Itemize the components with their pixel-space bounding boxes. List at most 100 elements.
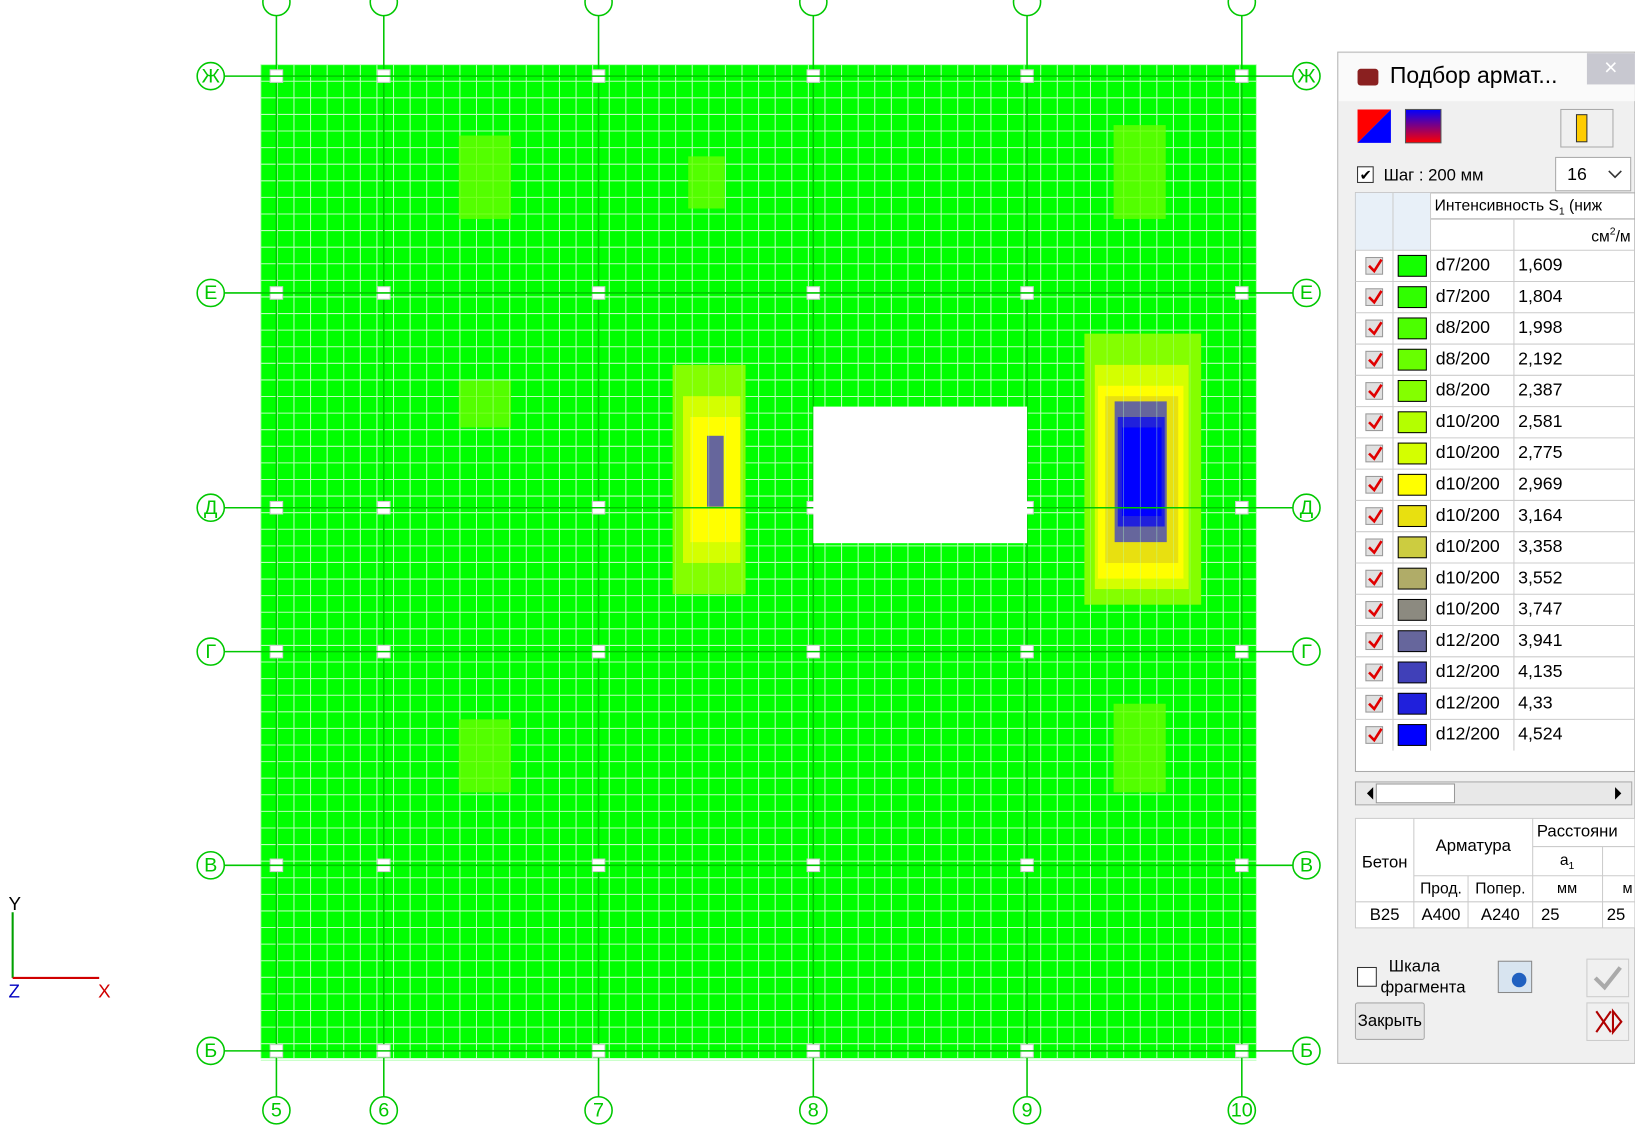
rebar-label: d12/200 (1436, 692, 1500, 712)
axis-label: В (204, 855, 217, 877)
scale-checkbox[interactable] (1358, 967, 1377, 986)
intensity-value: 4,33 (1518, 692, 1553, 712)
window-title: Подбор армат... (1390, 62, 1558, 88)
color-swatch (1398, 318, 1426, 339)
axis-bubble (263, 0, 290, 16)
color-swatch (1398, 255, 1426, 276)
intensity-value: 3,747 (1518, 599, 1562, 619)
intensity-value: 3,552 (1518, 567, 1562, 587)
axis-label: Е (204, 282, 217, 304)
result-cell (459, 719, 511, 792)
axis-label: Ж (202, 65, 221, 87)
result-cell (1114, 125, 1166, 219)
close-button-label: Закрыть (1358, 1011, 1422, 1030)
axis-label: 10 (1231, 1100, 1253, 1122)
axis-label: Д (204, 497, 218, 519)
rebar-label: d12/200 (1436, 630, 1500, 650)
intensity-value: 3,358 (1518, 536, 1562, 556)
step-label: Шаг : 200 мм (1384, 166, 1484, 185)
axis-label: 9 (1022, 1100, 1033, 1122)
rebar-label: d8/200 (1436, 348, 1490, 368)
result-cell (707, 436, 724, 507)
legend-header-text: Интенсивность S (1435, 198, 1559, 215)
axis-label: Ж (1297, 65, 1316, 87)
mat-cell: A240 (1481, 905, 1520, 924)
color-swatch (1398, 443, 1426, 464)
app-window: 5678910ЖЖЕЕДДГГВВББ YZX Подбор армат...×… (0, 0, 1635, 1127)
color-swatch (1398, 412, 1426, 433)
axis-label: Д (1300, 497, 1314, 519)
rebar-label: d12/200 (1436, 724, 1500, 744)
mat-cell: 25 (1541, 905, 1560, 924)
color-swatch (1398, 662, 1426, 683)
color-swatch (1398, 287, 1426, 308)
count-value: 16 (1567, 164, 1587, 184)
rebar-label: d7/200 (1436, 255, 1490, 275)
intensity-value: 1,998 (1518, 317, 1562, 337)
intensity-value: 4,135 (1518, 661, 1562, 681)
color-swatch (1398, 599, 1426, 620)
scale-icon (1576, 115, 1586, 142)
mat-head: Расстояни (1537, 821, 1618, 840)
result-cell (688, 156, 724, 208)
intensity-value: 4,524 (1518, 724, 1562, 744)
axis-label: 6 (378, 1100, 389, 1122)
close-glyph[interactable]: × (1604, 54, 1617, 80)
reinforcement-panel: Подбор армат... × ✔ Шаг : 200 мм 16 Интенсивн… (1338, 52, 1635, 1063)
intensity-value: 2,775 (1518, 442, 1562, 462)
axis-label: В (1300, 855, 1313, 877)
axis-label: Г (205, 641, 216, 663)
result-cell (1114, 704, 1166, 793)
intensity-value: 3,164 (1518, 505, 1562, 525)
mat-head: Попер. (1475, 880, 1525, 897)
coordinate-triad: YZX (8, 893, 111, 1002)
legend-header-tail: (ниж (1565, 198, 1603, 215)
color-swatch (1398, 506, 1426, 527)
axis-label: Б (1300, 1040, 1313, 1062)
mat-cell: A400 (1421, 905, 1460, 924)
color-swatch (1398, 631, 1426, 652)
settings-icon (1512, 973, 1527, 988)
apply-button[interactable] (1587, 959, 1629, 997)
mat-head: Прод. (1420, 880, 1462, 897)
intensity-value: 1,609 (1518, 255, 1562, 275)
rebar-label: d10/200 (1436, 536, 1500, 556)
axis-label: Б (204, 1040, 217, 1062)
rebar-label: d8/200 (1436, 380, 1490, 400)
mat-cell: B25 (1370, 905, 1400, 924)
axis-bubble (370, 0, 397, 16)
rebar-label: d10/200 (1436, 599, 1500, 619)
checkmark: ✔ (1360, 168, 1372, 184)
intensity-value: 2,581 (1518, 411, 1562, 431)
rebar-label: d10/200 (1436, 473, 1500, 493)
axis-label: 5 (271, 1100, 282, 1122)
mat-head: м (1623, 881, 1633, 897)
axis-label: 7 (593, 1100, 604, 1122)
color-swatch (1398, 537, 1426, 558)
color-swatch (1398, 693, 1426, 714)
color-swatch (1398, 474, 1426, 495)
intensity-value: 2,387 (1518, 380, 1562, 400)
color-swatch (1398, 568, 1426, 589)
axis-bubble (1228, 0, 1255, 16)
rebar-label: d10/200 (1436, 442, 1500, 462)
result-cell (459, 381, 511, 428)
mat-head: Арматура (1436, 836, 1512, 855)
rebar-label: d8/200 (1436, 317, 1490, 337)
result-cell (1122, 427, 1162, 516)
triad-y: Y (8, 893, 21, 914)
palette-button[interactable] (1406, 109, 1441, 142)
mat-head: мм (1557, 881, 1577, 897)
color-swatch (1398, 381, 1426, 402)
unit-tail: /м (1616, 229, 1631, 246)
color-swatch (1398, 725, 1426, 746)
triad-z: Z (8, 980, 19, 1001)
axis-label: Е (1300, 282, 1313, 304)
scroll-thumb[interactable] (1376, 784, 1454, 803)
a-sub: 1 (1569, 861, 1575, 872)
axis-bubble (800, 0, 827, 16)
a-text: а (1560, 852, 1569, 869)
axis-bubble (585, 0, 612, 16)
intensity-value: 2,969 (1518, 473, 1562, 493)
color-swatch (1398, 349, 1426, 370)
